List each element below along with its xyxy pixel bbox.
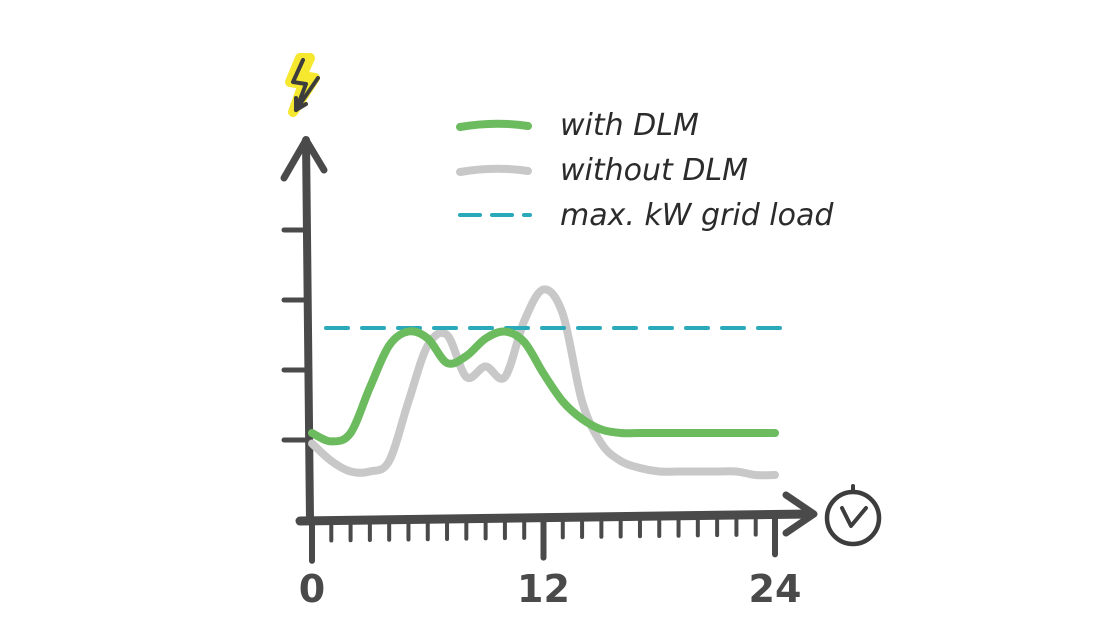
x-axis: 0 12 24 [295,491,818,611]
legend-item: with DLM [456,108,699,143]
lightning-bolt-icon [285,53,320,117]
legend-label: max. kW grid load [560,198,834,233]
series-without-dlm-line [308,285,779,480]
clock-icon [824,484,882,547]
legend-label: with DLM [560,108,699,143]
legend-item: max. kW grid load [458,198,834,233]
legend-label: without DLM [560,153,748,188]
x-tick-label: 0 [299,567,325,611]
series-with-dlm-line [308,327,779,446]
y-axis [280,136,328,524]
legend-swatch [456,119,532,131]
legend: with DLM without DLM max. kW grid load [456,108,834,233]
x-tick-label: 24 [749,567,802,611]
x-tick-label: 12 [517,567,570,611]
series-layer [308,285,795,480]
legend-item: without DLM [456,153,748,188]
legend-swatch [456,164,532,176]
